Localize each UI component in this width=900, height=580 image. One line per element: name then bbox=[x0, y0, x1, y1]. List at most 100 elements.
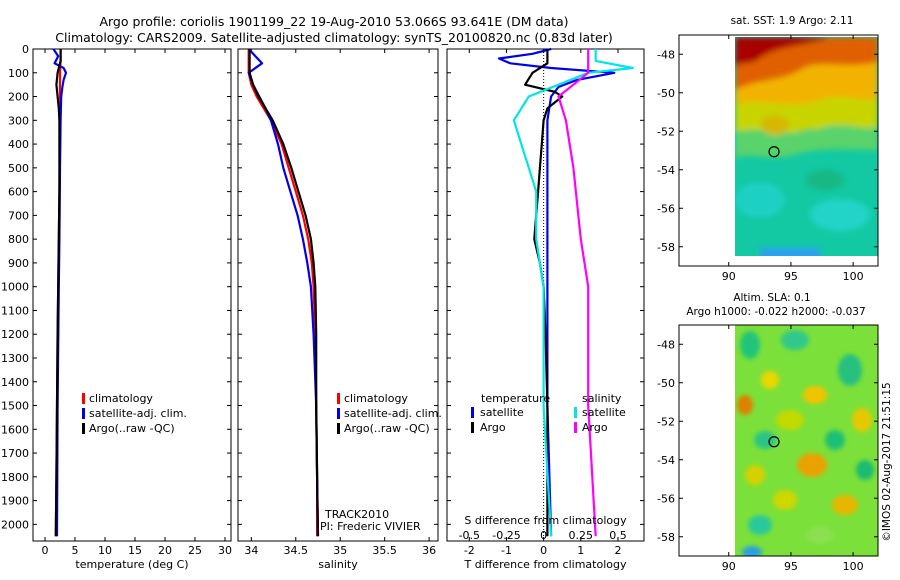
x-tick-label: -2 bbox=[464, 544, 475, 557]
legend-swatch-climatology bbox=[337, 393, 340, 404]
temperature-frame bbox=[32, 48, 232, 542]
map-y-tick-label: -48 bbox=[657, 48, 675, 61]
x-tick-label: 25 bbox=[188, 544, 202, 557]
map-y-tick-label: -52 bbox=[657, 415, 675, 428]
map-x-tick-label: 100 bbox=[843, 270, 864, 283]
sla-map-axes: 90 95 100 -48 -50 -52 -54 -56 -58 bbox=[657, 324, 879, 573]
x-tick-label: 10 bbox=[98, 544, 112, 557]
series-line-satellite bbox=[497, 47, 616, 537]
temperature-profile-panel: 0 5 10 15 20 25 300100200300400500600700800900… bbox=[1, 43, 232, 571]
legend-label-argo: Argo(..raw -QC) bbox=[89, 422, 175, 435]
s-diff-tick-label: 0.25 bbox=[569, 529, 594, 542]
x-tick-label: 35 bbox=[333, 544, 347, 557]
legend-label-sat-salinity: satellite bbox=[582, 406, 626, 419]
difference-frame bbox=[446, 48, 645, 542]
map-y-tick-label: -54 bbox=[657, 454, 675, 467]
s-diff-xlabel: S difference from climatology bbox=[464, 514, 627, 527]
legend-label-climatology: climatology bbox=[344, 392, 408, 405]
legend-swatch-argo bbox=[82, 423, 85, 434]
y-tick-label: 1900 bbox=[1, 495, 29, 508]
y-tick-label: 1800 bbox=[1, 471, 29, 484]
map-y-tick-label: -52 bbox=[657, 125, 675, 138]
argo-location-marker bbox=[768, 146, 780, 158]
x-tick-label: 34 bbox=[244, 544, 258, 557]
y-tick-label: 300 bbox=[8, 114, 29, 127]
argo-location-marker bbox=[768, 436, 780, 448]
y-tick-label: 1100 bbox=[1, 304, 29, 317]
legend-temperature-heading: temperature bbox=[481, 392, 550, 405]
x-tick-label: 0 bbox=[540, 544, 547, 557]
sst-map-axes: 90 95 100 -48 -50 -52 -54 -56 -58 bbox=[657, 34, 879, 283]
sla-map-title: Altim. SLA: 0.1 bbox=[733, 292, 810, 304]
legend-label-climatology: climatology bbox=[89, 392, 153, 405]
map-x-tick-label: 90 bbox=[722, 270, 736, 283]
y-tick-label: 1400 bbox=[1, 376, 29, 389]
y-tick-label: 1200 bbox=[1, 328, 29, 341]
legend-label-argo-salinity: Argo bbox=[582, 421, 608, 434]
x-tick-label: 20 bbox=[158, 544, 172, 557]
y-tick-label: 1000 bbox=[1, 281, 29, 294]
y-tick-label: 600 bbox=[8, 186, 29, 199]
track-annotation: TRACK2010 bbox=[324, 508, 389, 521]
series-line-sat_salinity bbox=[512, 49, 634, 537]
map-y-tick-label: -50 bbox=[657, 87, 675, 100]
sla_map-frame bbox=[678, 324, 879, 557]
y-tick-label: 2000 bbox=[1, 518, 29, 531]
x-tick-label: 34.5 bbox=[284, 544, 309, 557]
s-diff-tick-label: 0.5 bbox=[609, 529, 627, 542]
y-tick-label: 1600 bbox=[1, 423, 29, 436]
series-line-argo bbox=[54, 49, 62, 537]
y-tick-label: 1500 bbox=[1, 400, 29, 413]
y-tick-label: 1700 bbox=[1, 447, 29, 460]
y-tick-label: 0 bbox=[22, 43, 29, 56]
footer-credit: ©IMOS 02-Aug-2017 21:51:15 bbox=[881, 382, 893, 541]
x-tick-label: 36 bbox=[422, 544, 436, 557]
salinity-xlabel: salinity bbox=[318, 558, 358, 571]
sla-map-subtitle: Argo h1000: -0.022 h2000: -0.037 bbox=[686, 306, 865, 318]
legend-label-satellite: satellite-adj. clim. bbox=[89, 407, 187, 420]
difference-xlabel: T difference from climatology bbox=[464, 558, 627, 571]
y-tick-label: 1300 bbox=[1, 352, 29, 365]
x-tick-label: -1 bbox=[501, 544, 512, 557]
map-y-tick-label: -50 bbox=[657, 377, 675, 390]
sla-map-panel: Altim. SLA: 0.1 Argo h1000: -0.022 h2000… bbox=[657, 292, 879, 573]
series-line-argo_salinity bbox=[557, 49, 597, 537]
series-line-argo bbox=[524, 49, 564, 537]
series-line-climatology bbox=[247, 49, 319, 537]
map-y-tick-label: -54 bbox=[657, 164, 675, 177]
sst-heatmap bbox=[735, 37, 878, 256]
y-tick-label: 200 bbox=[8, 91, 29, 104]
salinity-frame bbox=[237, 48, 439, 542]
legend-label-satellite: satellite bbox=[480, 406, 524, 419]
map-x-tick-label: 90 bbox=[722, 560, 736, 573]
sst-map-panel: sat. SST: 1.9 Argo: 2.11 90 95 100 -48 -50 -5… bbox=[657, 15, 879, 283]
s-diff-tick-label: -0.5 bbox=[459, 529, 480, 542]
series-line-satellite bbox=[247, 48, 320, 537]
legend-swatch-climatology bbox=[82, 393, 85, 404]
map-y-tick-label: -56 bbox=[657, 202, 675, 215]
sst_map-frame bbox=[678, 34, 879, 267]
salinity-profile-panel: 34 34.5 35 35.5 36 salinity climatology satelli… bbox=[237, 48, 442, 571]
legend-swatch-satellite bbox=[471, 407, 474, 418]
x-tick-label: 30 bbox=[218, 544, 232, 557]
s-diff-tick-label: 0 bbox=[540, 529, 547, 542]
legend-swatch-satellite bbox=[337, 408, 340, 419]
map-y-tick-label: -58 bbox=[657, 241, 675, 254]
y-tick-label: 700 bbox=[8, 209, 29, 222]
y-tick-label: 500 bbox=[8, 162, 29, 175]
legend-label-satellite: satellite-adj. clim. bbox=[344, 407, 442, 420]
map-x-tick-label: 100 bbox=[843, 560, 864, 573]
y-tick-label: 900 bbox=[8, 257, 29, 270]
y-tick-label: 800 bbox=[8, 233, 29, 246]
legend-label-argo: Argo(..raw -QC) bbox=[344, 422, 430, 435]
legend-salinity-heading: salinity bbox=[582, 392, 622, 405]
legend-swatch-sat-salinity bbox=[574, 407, 577, 418]
title-line-1: Argo profile: coriolis 1901199_22 19-Aug… bbox=[99, 14, 568, 29]
s-diff-tick-label: -0.25 bbox=[492, 529, 520, 542]
sst-map-title: sat. SST: 1.9 Argo: 2.11 bbox=[731, 15, 854, 27]
pi-annotation: PI: Frederic VIVIER bbox=[320, 520, 421, 533]
x-tick-label: 5 bbox=[72, 544, 79, 557]
sla-heatmap bbox=[735, 325, 878, 556]
x-tick-label: 35.5 bbox=[372, 544, 397, 557]
